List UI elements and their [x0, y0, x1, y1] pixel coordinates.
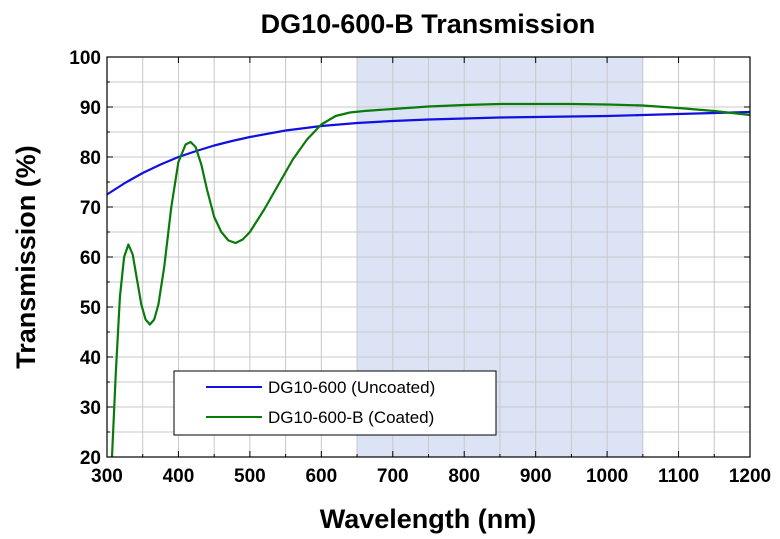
series-line-1 [110, 102, 750, 457]
x-tick-label: 600 [305, 466, 337, 487]
x-axis-title: Wavelength (nm) [320, 504, 537, 534]
x-tick-label: 500 [234, 466, 266, 487]
legend: DG10-600 (Uncoated) DG10-600-B (Coated) [173, 370, 497, 436]
x-tick-label: 400 [163, 466, 195, 487]
chart-title: DG10-600-B Transmission [261, 9, 596, 39]
series-lines [107, 102, 750, 457]
x-tick-label: 300 [91, 466, 123, 487]
legend-label-uncoated: DG10-600 (Uncoated) [268, 378, 435, 397]
x-tick-label: 800 [448, 466, 480, 487]
x-tick-label: 900 [520, 466, 552, 487]
legend-box [173, 370, 497, 436]
y-tick-label: 100 [69, 48, 101, 69]
y-tick-label: 80 [80, 148, 101, 169]
x-tick-label: 1000 [586, 466, 628, 487]
x-tick-label: 1100 [658, 466, 699, 487]
x-tick-labels: 300 400 500 600 700 800 900 1000 1100 1200 [91, 466, 771, 487]
y-tick-label: 90 [80, 98, 101, 119]
y-tick-labels: 20 30 40 50 60 70 80 90 100 [69, 48, 101, 469]
y-tick-label: 20 [80, 448, 101, 469]
series-line-0 [107, 110, 750, 196]
x-tick-label: 1200 [729, 466, 771, 487]
y-tick-label: 50 [80, 298, 101, 319]
y-tick-label: 70 [80, 198, 101, 219]
y-tick-label: 30 [80, 398, 101, 419]
y-tick-label: 60 [80, 248, 101, 269]
legend-label-coated: DG10-600-B (Coated) [268, 408, 434, 427]
y-axis-title: Transmission (%) [11, 145, 41, 369]
x-tick-label: 700 [377, 466, 409, 487]
axis-ticks [106, 56, 751, 458]
y-tick-label: 40 [80, 348, 101, 369]
